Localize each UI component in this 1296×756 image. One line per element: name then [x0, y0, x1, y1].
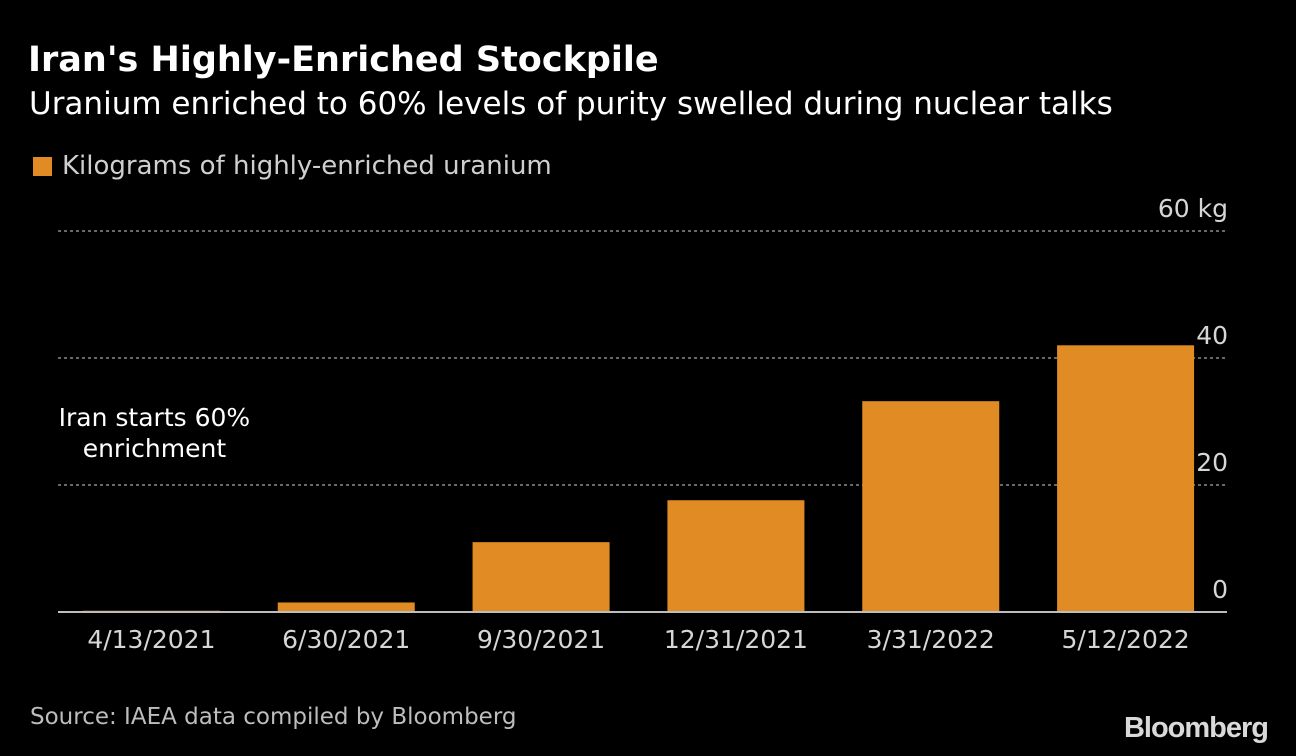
bar: [472, 542, 610, 612]
y-tick-label: 60 kg: [1158, 194, 1228, 223]
y-tick-label: 20: [1196, 448, 1228, 477]
x-tick-label: 5/12/2022: [1061, 625, 1189, 654]
source-note: Source: IAEA data compiled by Bloomberg: [30, 704, 517, 730]
bar: [277, 602, 415, 612]
annotation-text: enrichment: [83, 434, 227, 463]
x-tick-label: 4/13/2021: [87, 625, 215, 654]
chart-title: Iran's Highly-Enriched Stockpile: [28, 40, 659, 80]
x-tick-label: 9/30/2021: [477, 625, 605, 654]
legend-label: Kilograms of highly-enriched uranium: [62, 151, 552, 181]
legend-swatch: [33, 156, 52, 176]
bar: [1057, 345, 1195, 612]
annotation-text: Iran starts 60%: [59, 403, 251, 432]
bloomberg-logo: Bloomberg: [1123, 712, 1269, 744]
bar: [862, 401, 1000, 612]
chart-subtitle: Uranium enriched to 60% levels of purity…: [29, 86, 1113, 122]
bar: [667, 500, 805, 612]
y-tick-label: 0: [1212, 575, 1228, 604]
x-tick-label: 3/31/2022: [867, 625, 995, 654]
x-tick-label: 12/31/2021: [664, 625, 808, 654]
y-tick-label: 40: [1196, 321, 1228, 350]
x-tick-label: 6/30/2021: [282, 625, 410, 654]
legend: Kilograms of highly-enriched uranium: [33, 151, 552, 181]
